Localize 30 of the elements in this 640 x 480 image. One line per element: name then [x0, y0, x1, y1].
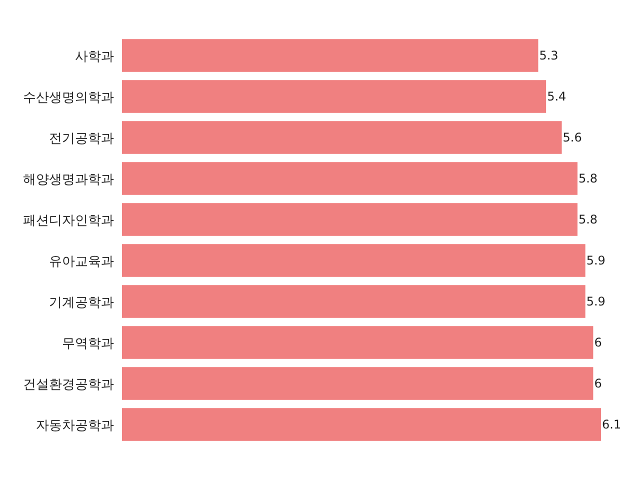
y-tick-label: 자동차공학과: [36, 418, 114, 434]
y-tick-label: 패션디자인학과: [23, 214, 114, 228]
bar: [122, 244, 586, 277]
data-label: 6: [594, 336, 602, 350]
bar: [122, 80, 546, 113]
bar: [122, 408, 602, 441]
bar: [122, 326, 594, 359]
data-label: 5.8: [578, 172, 598, 186]
data-label: 6.1: [602, 418, 622, 432]
data-label: 6: [594, 376, 602, 390]
y-tick-label: 기계공학과: [49, 296, 114, 310]
bar: [122, 203, 578, 236]
bar: [122, 285, 586, 318]
y-tick-label: 유아교육과: [49, 254, 114, 270]
y-tick-label: 사학과: [75, 50, 114, 64]
y-tick-label: 해양생명과학과: [23, 172, 114, 188]
data-label: 5.6: [562, 130, 582, 144]
bar: [122, 367, 594, 400]
data-label: 5.9: [586, 254, 606, 268]
data-label: 5.8: [578, 212, 598, 226]
y-tick-label: 건설환경공학과: [23, 378, 114, 392]
data-label: 5.3: [539, 48, 558, 62]
y-tick-label: 무역학과: [62, 336, 114, 352]
y-tick-label: 수산생명의학과: [23, 90, 114, 106]
bar: [122, 162, 578, 195]
data-label: 5.4: [547, 90, 566, 104]
data-label: 5.9: [586, 294, 606, 308]
bar: [122, 121, 562, 154]
y-tick-label: 전기공학과: [49, 132, 114, 146]
bar: [122, 39, 538, 72]
